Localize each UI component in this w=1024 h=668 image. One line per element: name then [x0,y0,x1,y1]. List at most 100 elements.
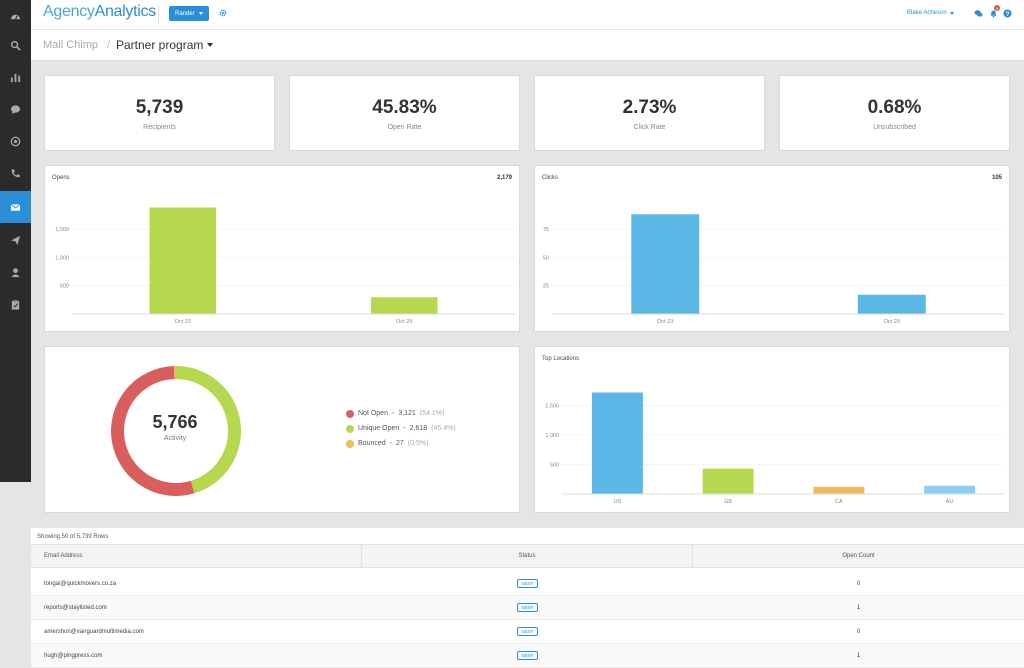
chart-total: 2,179 [496,175,512,181]
y-tick-label: 50 [543,255,549,261]
breadcrumb-current-dropdown[interactable]: Partner program [116,38,214,52]
chat-icon[interactable] [974,9,983,18]
x-tick-label: Oct 23 [657,319,673,325]
x-tick-label: US [614,499,622,505]
open-count-cell: 0 [856,628,861,635]
bar [857,294,926,314]
send-icon [10,235,21,245]
y-tick-label: 1,000 [55,255,69,261]
user-menu[interactable]: Blake Acheson [907,10,954,16]
y-tick-label: 1,500 [545,404,559,410]
comment-icon [10,104,21,114]
user-icon [11,267,20,277]
bell-icon[interactable] [989,9,998,18]
sidebar-item-dashboard[interactable] [0,0,31,32]
column-header-open-count[interactable]: Open Count [842,553,875,559]
status-cell: SENT [362,620,693,643]
opens-chart-card: Opens 2,179 500 1,000 1,500 Oct 23 Oct 29 [44,165,520,332]
sidebar-item-tasks[interactable] [0,288,31,320]
client-select-button[interactable]: Rander [169,6,209,21]
sidebar-item-users[interactable] [0,256,31,288]
gear-icon[interactable] [219,9,227,17]
breadcrumb-parent[interactable]: Mail Chimp [43,39,99,51]
bar [631,214,700,314]
svg-text:?: ? [1006,11,1010,18]
email-icon [10,203,21,211]
legend-dot [346,424,354,433]
sidebar-item-search[interactable] [0,29,31,61]
status-badge: SENT [517,603,538,612]
column-header-email[interactable]: Email Address [31,545,362,567]
bar [591,392,643,494]
table-row: amershon@vanguardmultimedia.com SENT 0 [31,620,1024,644]
column-header-status[interactable]: Status [362,545,693,567]
top-locations-bar-chart: 500 1,000 1,500 US GB CA AU [545,392,1005,505]
y-tick-label: 500 [60,284,69,290]
chart-title: Top Locations [542,356,580,362]
legend-value: 3,121 [398,410,416,417]
client-select-label: Rander [175,10,195,17]
sidebar-item-email[interactable] [0,191,31,223]
stat-value: 5,739 [135,97,184,118]
sidebar [0,0,31,482]
page-title: Partner program [116,38,204,52]
y-tick-label: 25 [543,284,549,290]
sidebar-item-send[interactable] [0,224,31,256]
legend-value: 2,618 [409,425,428,432]
stat-label: Open Rate [387,124,422,131]
status-cell: SENT [362,644,693,667]
dashboard-icon [10,14,21,19]
legend-percent: (54.1%) [419,410,445,417]
chart-title: Clicks [542,175,558,181]
bar [371,297,438,314]
chevron-down-icon [949,11,954,15]
notification-badge: 5 [994,5,1000,11]
email-cell: tongai@quickmovers.co.za [44,580,117,587]
sidebar-item-reports[interactable] [0,61,31,93]
app-logo[interactable]: AgencyAnalytics [43,3,156,20]
email-cell: amershon@vanguardmultimedia.com [44,628,144,635]
open-count-cell: 0 [856,580,861,587]
legend-item-unique-open: Unique Open - 2,618 (45.4%) [346,421,456,436]
y-tick-label: 1,500 [55,227,69,233]
y-tick-label: 500 [550,463,559,469]
chart-title: Opens [52,175,70,181]
y-tick-label: 75 [543,227,549,233]
help-icon[interactable]: ? [1003,9,1012,18]
activity-total: 5,766 [152,412,198,432]
sidebar-item-target[interactable] [0,125,31,157]
legend-item-not-open: Not Open - 3,121 (54.1%) [346,406,456,421]
stat-value: 0.68% [867,97,922,118]
chevron-down-icon [198,12,203,15]
legend-item-bounced: Bounced - 27 (0.5%) [346,436,456,451]
activity-legend: Not Open - 3,121 (54.1%) Unique Open - 2,6… [346,406,456,451]
x-tick-label: GB [724,499,732,505]
email-cell: reports@staylisted.com [44,604,107,611]
top-locations-chart-card: Top Locations 500 1,000 1,500 US GB CA AU [534,346,1010,513]
clicks-chart-card: Clicks 105 25 50 75 Oct 23 Oct 29 [534,165,1010,332]
stat-card-unsubscribed: 0.68% Unsubscribed [779,75,1010,151]
bar [924,485,976,494]
phone-icon [11,168,20,177]
table-row: reports@staylisted.com SENT 1 [31,596,1024,620]
legend-percent: (45.4%) [431,425,456,432]
chart-total: 105 [991,175,1002,181]
x-tick-label: Oct 23 [175,319,191,325]
activity-chart-card [44,346,520,513]
legend-percent: (0.5%) [407,440,429,447]
table-row: hugh@pingpress.com SENT 1 [31,644,1024,668]
breadcrumb-separator: / [107,39,111,51]
bar [702,468,754,494]
clicks-bar-chart: 25 50 75 Oct 23 Oct 29 [543,214,1005,325]
bar [149,207,216,314]
sidebar-item-calls[interactable] [0,157,31,189]
legend-label: Bounced [358,440,386,447]
clipboard-icon [11,299,20,310]
search-icon [10,40,21,51]
table-header: Email Address Status Open Count [31,544,1024,568]
status-badge: SENT [517,651,538,660]
legend-label: Not Open [358,410,388,417]
x-tick-label: AU [946,499,954,505]
sidebar-item-comments[interactable] [0,93,31,125]
stat-label: Click Rate [633,124,666,131]
